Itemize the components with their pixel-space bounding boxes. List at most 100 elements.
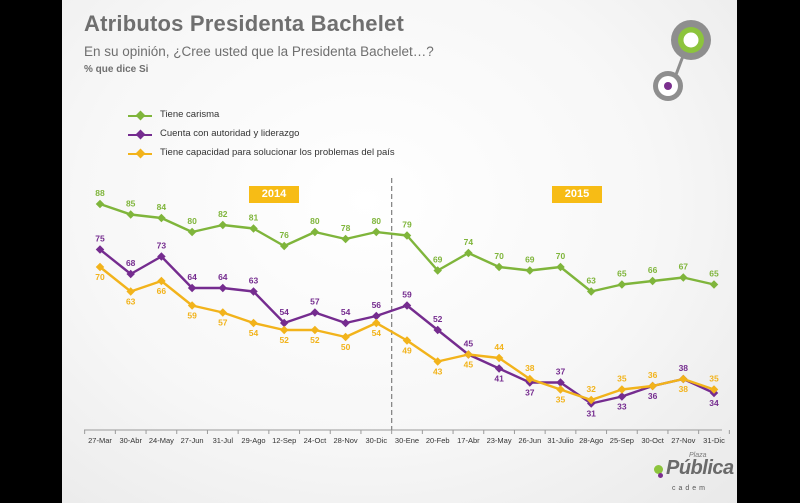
x-tick-label: 27-Mar — [88, 436, 112, 445]
x-tick-label: 12-Sep — [272, 436, 296, 445]
x-tick-label: 28-Ago — [579, 436, 603, 445]
data-label: 54 — [279, 307, 289, 317]
data-point — [494, 364, 504, 373]
x-tick-label: 27-Nov — [671, 436, 695, 445]
data-label: 80 — [372, 216, 382, 226]
data-label: 63 — [126, 297, 136, 307]
data-label: 50 — [341, 342, 351, 352]
logo-dot-icon — [658, 473, 663, 478]
data-point — [709, 280, 719, 289]
data-label: 38 — [679, 363, 689, 373]
x-tick-label: 24-Oct — [304, 436, 327, 445]
data-label: 57 — [218, 318, 228, 328]
data-point — [218, 283, 228, 293]
data-label: 38 — [679, 384, 689, 394]
x-tick-label: 29-Ago — [241, 436, 265, 445]
data-point — [279, 241, 289, 251]
data-point — [218, 220, 228, 230]
data-label: 33 — [617, 402, 627, 412]
data-label: 70 — [494, 251, 504, 261]
data-point — [556, 385, 565, 394]
data-point — [218, 308, 228, 317]
x-tick-label: 24-May — [149, 436, 174, 445]
data-label: 32 — [586, 384, 596, 394]
x-tick-label: 27-Jun — [181, 436, 204, 445]
data-point — [341, 318, 350, 328]
data-point — [402, 336, 412, 345]
data-label: 80 — [187, 216, 197, 226]
data-point — [402, 231, 412, 240]
data-label: 45 — [464, 360, 474, 370]
data-label: 44 — [494, 342, 504, 352]
data-point — [249, 287, 258, 296]
data-point — [679, 374, 688, 384]
data-point — [617, 385, 627, 394]
data-label: 63 — [586, 276, 596, 286]
data-label: 84 — [157, 202, 167, 212]
data-point — [341, 234, 350, 244]
data-point — [157, 276, 166, 286]
data-label: 36 — [648, 370, 658, 380]
x-tick-label: 30-Oct — [641, 436, 664, 445]
data-point — [617, 280, 627, 289]
data-point — [126, 287, 135, 296]
data-label: 34 — [709, 398, 719, 408]
x-tick-label: 26-Jun — [518, 436, 541, 445]
data-point — [679, 273, 688, 282]
data-point — [617, 392, 627, 401]
data-point — [249, 318, 258, 328]
data-point — [586, 287, 596, 296]
slide: Atributos Presidenta Bachelet En su opin… — [62, 0, 737, 503]
data-label: 45 — [464, 339, 474, 349]
chart-note: % que dice Si — [84, 64, 149, 75]
data-label: 52 — [310, 335, 320, 345]
data-label: 38 — [525, 363, 535, 373]
data-label: 82 — [218, 209, 228, 219]
chart-subtitle: En su opinión, ¿Cree usted que la Presid… — [84, 44, 434, 59]
data-label: 85 — [126, 199, 136, 209]
data-label: 37 — [525, 388, 535, 398]
data-label: 88 — [95, 188, 105, 198]
data-label: 65 — [617, 269, 627, 279]
data-point — [310, 308, 320, 317]
data-label: 52 — [279, 335, 289, 345]
data-label: 69 — [433, 255, 443, 265]
data-point — [279, 318, 289, 328]
data-label: 35 — [617, 374, 627, 384]
data-label: 56 — [372, 300, 382, 310]
data-label: 70 — [95, 272, 105, 282]
data-label: 31 — [586, 409, 596, 419]
data-label: 76 — [279, 230, 289, 240]
x-tick-label: 17-Abr — [457, 436, 480, 445]
logo-main-text: Pública — [666, 457, 734, 479]
x-tick-label: 25-Sep — [610, 436, 634, 445]
data-label: 59 — [187, 311, 197, 321]
data-point — [157, 213, 166, 223]
data-point — [126, 210, 135, 219]
data-label: 35 — [709, 374, 719, 384]
data-label: 54 — [341, 307, 351, 317]
data-point — [249, 224, 258, 233]
year-badge-2014: 2014 — [249, 186, 299, 203]
data-point — [556, 262, 565, 272]
x-tick-label: 31-Jul — [213, 436, 234, 445]
data-point — [709, 385, 719, 394]
x-tick-label: 31-Dic — [703, 436, 725, 445]
data-point — [525, 266, 535, 275]
data-label: 66 — [648, 265, 658, 275]
data-label: 67 — [679, 262, 689, 272]
data-point — [310, 227, 320, 237]
data-point — [556, 378, 565, 387]
data-point — [586, 395, 596, 405]
data-point — [372, 318, 381, 328]
data-point — [648, 381, 657, 391]
data-point — [187, 227, 197, 237]
data-label: 54 — [372, 328, 382, 338]
data-point — [95, 262, 105, 272]
legend-label: Tiene capacidad para solucionar los prob… — [160, 147, 395, 158]
data-label: 64 — [218, 272, 228, 282]
data-point — [341, 332, 350, 342]
data-label: 64 — [187, 272, 197, 282]
data-point — [648, 276, 657, 286]
data-point — [279, 325, 289, 335]
